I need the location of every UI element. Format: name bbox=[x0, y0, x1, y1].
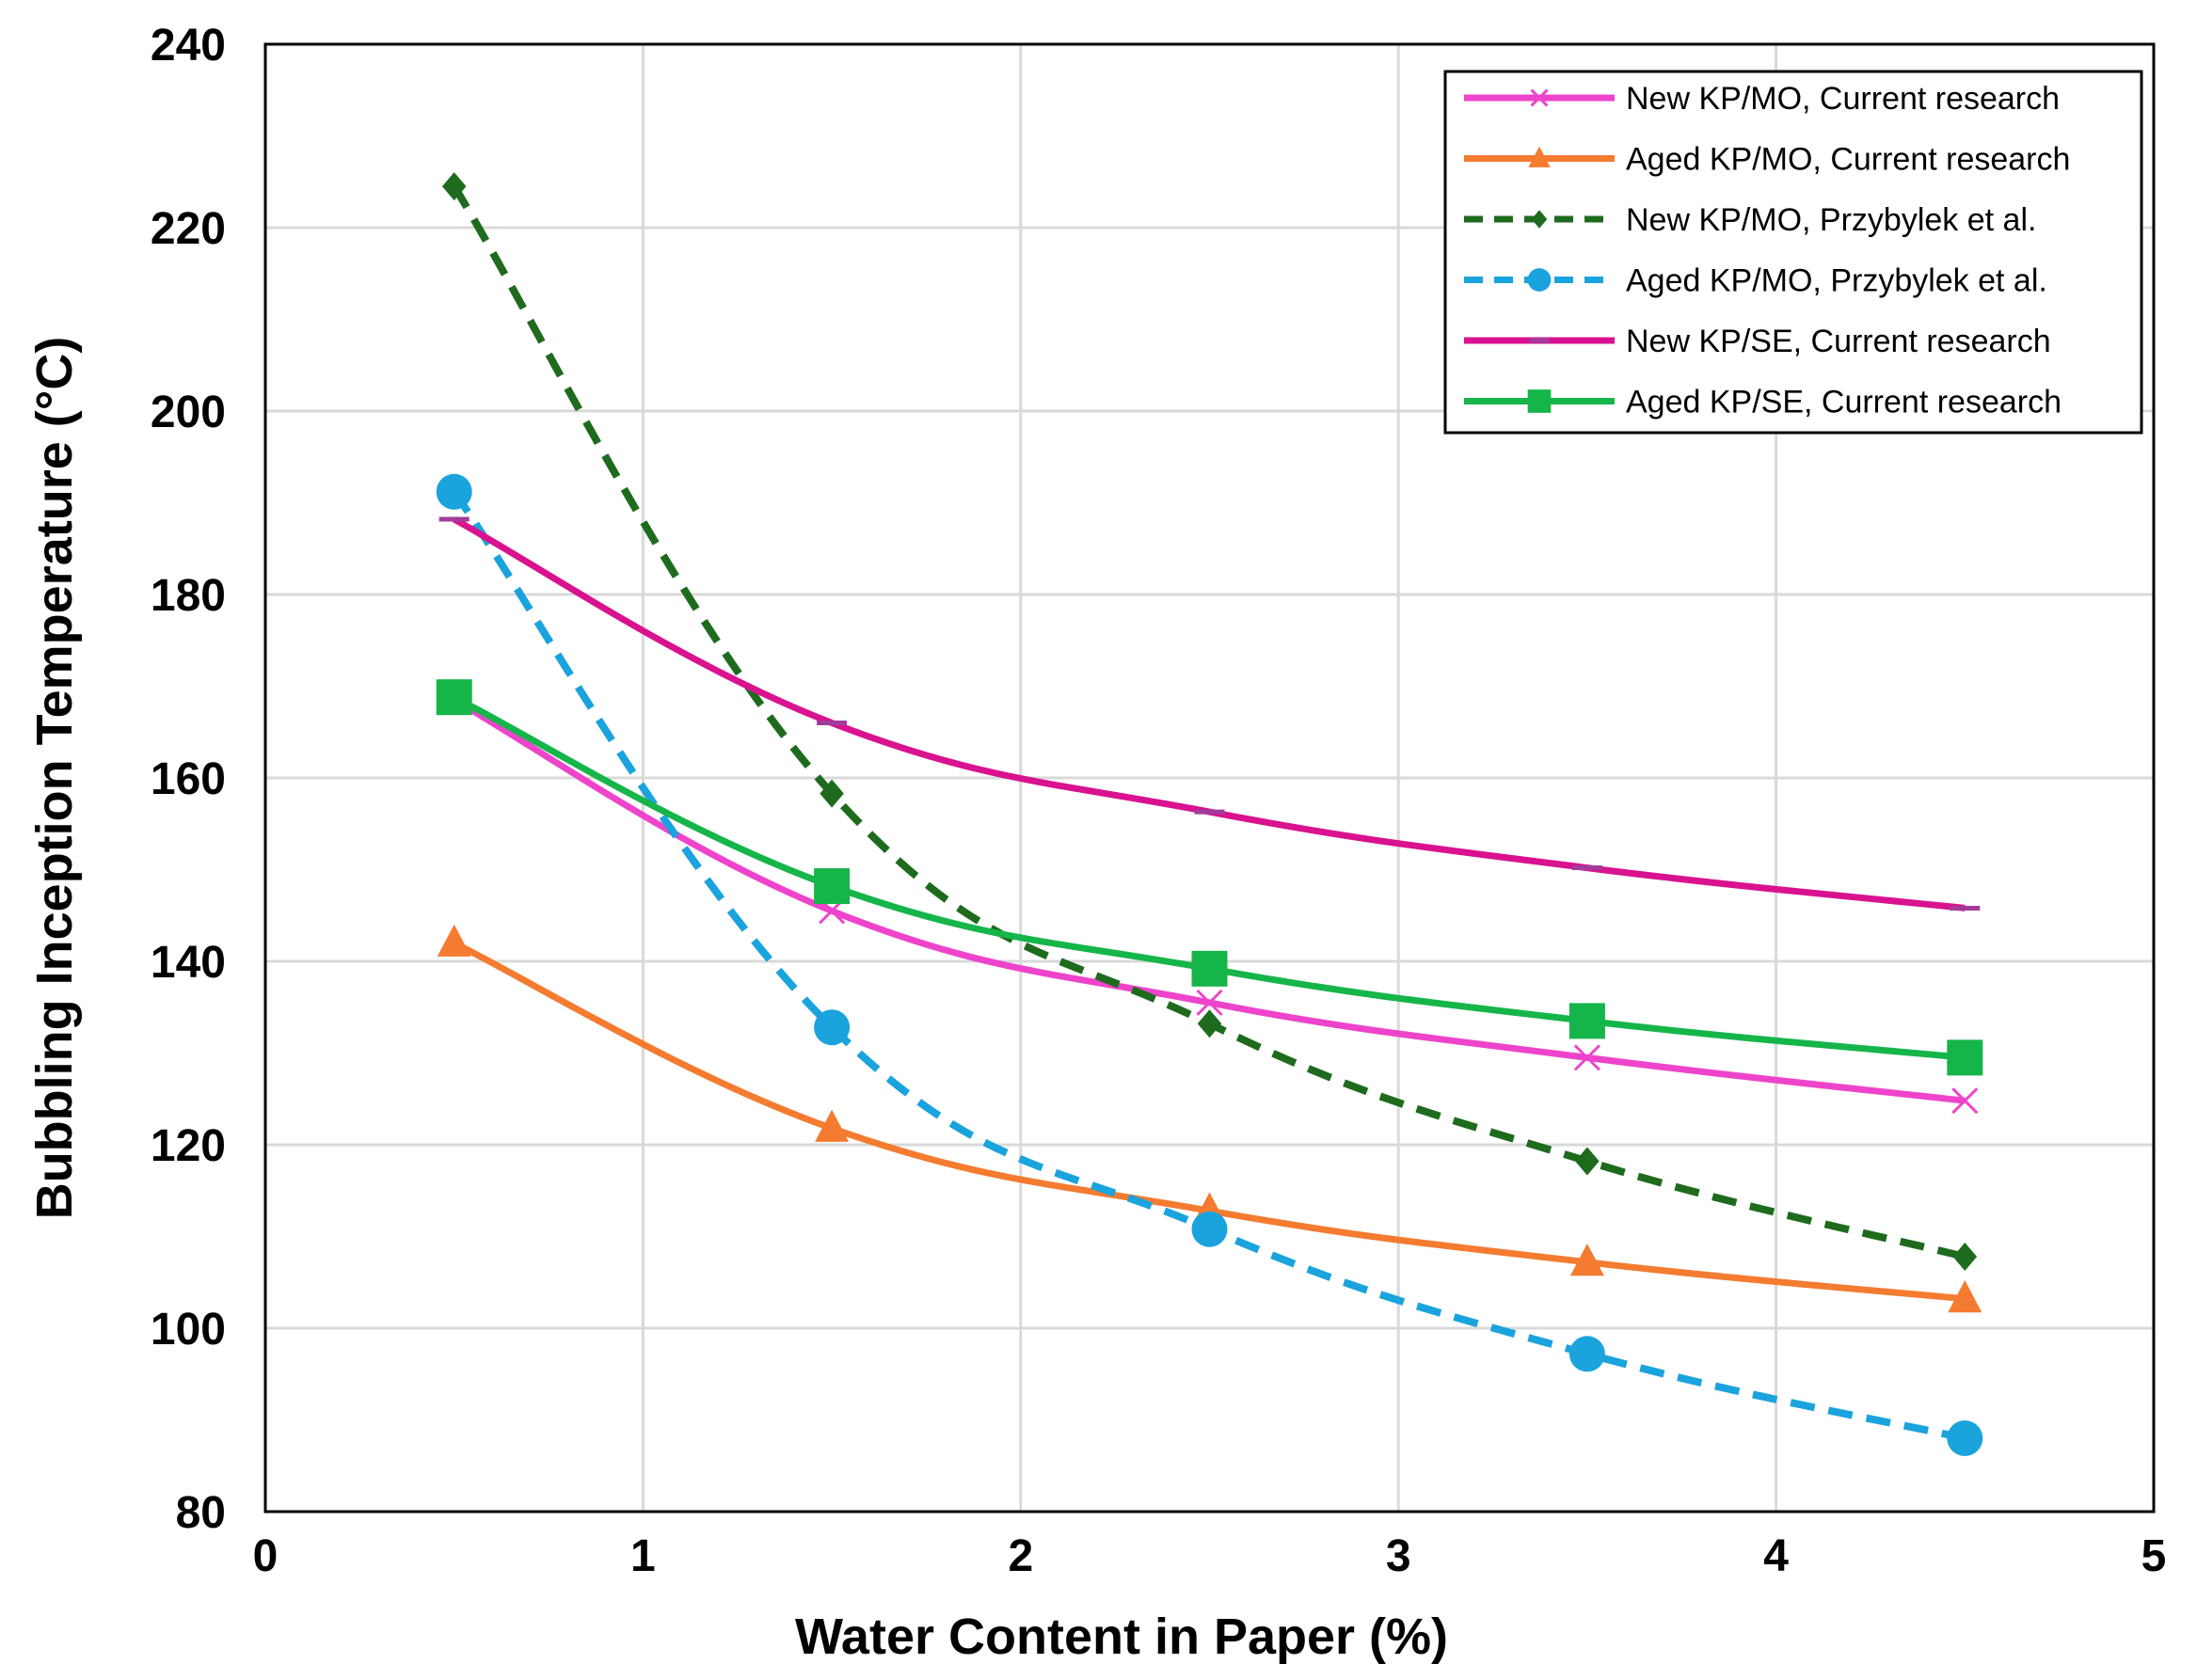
x-tick-label: 3 bbox=[1386, 1531, 1411, 1581]
y-tick-label: 160 bbox=[151, 754, 226, 804]
marker-stroke bbox=[1196, 989, 1223, 1016]
legend-entry[interactable]: Aged KP/MO, Przybylek et al. bbox=[1464, 263, 2047, 299]
legend-box bbox=[1443, 70, 2143, 435]
marker-stroke bbox=[1573, 1044, 1600, 1071]
series-4 bbox=[438, 516, 1981, 911]
series-2 bbox=[441, 172, 1978, 1271]
data-point bbox=[1191, 950, 1228, 987]
data-point bbox=[441, 172, 467, 201]
legend-swatch-marker bbox=[1530, 88, 1549, 107]
data-point bbox=[815, 1109, 850, 1142]
marker-stroke bbox=[1530, 88, 1549, 107]
legend-entry[interactable]: New KP/MO, Current research bbox=[1464, 81, 2060, 117]
series-line bbox=[451, 183, 1966, 1260]
legend-swatch-marker bbox=[1531, 210, 1548, 229]
data-point bbox=[1951, 1087, 1979, 1115]
legend-label: New KP/SE, Current research bbox=[1626, 324, 2051, 359]
data-point bbox=[1197, 1009, 1222, 1038]
data-point bbox=[814, 1009, 851, 1046]
x-tick-label: 0 bbox=[253, 1531, 279, 1581]
series-5 bbox=[436, 679, 1983, 1076]
legend-label: New KP/MO, Przybylek et al. bbox=[1626, 202, 2036, 238]
data-point bbox=[1948, 1280, 1982, 1313]
data-point bbox=[1573, 1044, 1600, 1071]
x-tick-label: 4 bbox=[1763, 1531, 1789, 1581]
data-point bbox=[1952, 1242, 1978, 1271]
data-point bbox=[1196, 989, 1223, 1016]
y-tick-label: 80 bbox=[176, 1488, 226, 1538]
series-layer bbox=[436, 172, 1983, 1456]
y-tick-label: 200 bbox=[151, 388, 226, 437]
legend-entry[interactable]: Aged KP/MO, Current research bbox=[1464, 142, 2070, 178]
legend-swatch-marker bbox=[1527, 389, 1552, 413]
data-point bbox=[1568, 1003, 1605, 1039]
legend-entry[interactable]: Aged KP/SE, Current research bbox=[1464, 385, 2062, 420]
data-point bbox=[437, 924, 471, 957]
legend[interactable]: New KP/MO, Current research Aged KP/MO, C… bbox=[1443, 70, 2143, 435]
series-3 bbox=[436, 473, 1983, 1456]
plot-area-frame bbox=[263, 42, 2156, 1514]
legend-entry[interactable]: New KP/MO, Przybylek et al. bbox=[1464, 202, 2036, 238]
y-tick-label: 180 bbox=[151, 571, 226, 621]
data-point bbox=[1191, 1211, 1228, 1247]
series-line bbox=[451, 489, 1966, 1442]
marker-stroke bbox=[1951, 1087, 1979, 1115]
x-tick-label: 5 bbox=[2141, 1531, 2167, 1581]
x-axis-title: Water Content in Paper (%) bbox=[795, 1609, 1448, 1665]
legend-label: Aged KP/SE, Current research bbox=[1626, 385, 2062, 420]
y-tick-label: 120 bbox=[151, 1121, 226, 1171]
y-tick-label: 240 bbox=[151, 21, 226, 71]
legend-swatch-marker bbox=[1527, 268, 1552, 292]
tick-labels: 0 1 2 3 4 5 80 100 120 140 160 180 200 220 240 bbox=[151, 21, 2166, 1581]
data-point bbox=[436, 679, 472, 716]
data-point bbox=[1568, 1336, 1605, 1372]
legend-label: Aged KP/MO, Current research bbox=[1626, 142, 2070, 178]
data-point bbox=[1569, 1244, 1604, 1276]
data-point bbox=[1947, 1420, 1983, 1456]
legend-label: New KP/MO, Current research bbox=[1626, 81, 2060, 117]
legend-swatch-marker bbox=[1528, 146, 1551, 167]
data-point bbox=[1947, 1039, 1983, 1076]
x-tick-label: 1 bbox=[630, 1531, 656, 1581]
data-point bbox=[1575, 1147, 1600, 1176]
legend-label: Aged KP/MO, Przybylek et al. bbox=[1626, 263, 2047, 299]
y-tick-label: 220 bbox=[151, 204, 226, 254]
data-point bbox=[820, 779, 844, 808]
data-point bbox=[814, 868, 851, 905]
legend-entry[interactable]: New KP/SE, Current research bbox=[1464, 324, 2051, 359]
x-tick-label: 2 bbox=[1008, 1531, 1033, 1581]
data-point bbox=[436, 473, 472, 510]
y-axis-title: Bubbling Inception Temperature (°C) bbox=[26, 337, 83, 1220]
y-tick-label: 140 bbox=[151, 938, 226, 988]
y-tick-label: 100 bbox=[151, 1305, 226, 1355]
